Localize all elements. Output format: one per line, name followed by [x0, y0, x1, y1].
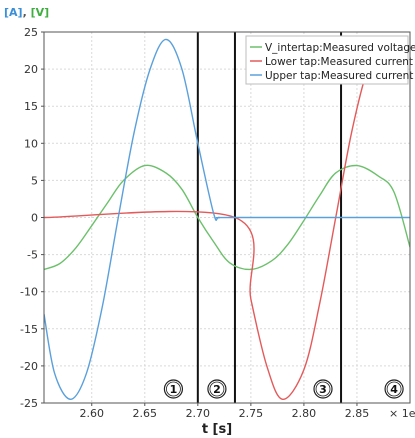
x-tick-label: 2.75 [239, 407, 264, 420]
y-unit-label: [A], [V] [4, 6, 49, 19]
region-marker-label: 1 [170, 383, 178, 396]
legend-entry: Lower tap:Measured current [265, 56, 413, 68]
region-marker-inner [386, 381, 402, 397]
plot-frame [43, 31, 411, 404]
y-tick-label: -5 [27, 249, 38, 262]
y-tick-label: -15 [20, 323, 38, 336]
x-tick-labels: 2.60 2.65 2.70 2.75 2.80 2.85 [79, 403, 369, 420]
y-tick-label: -10 [20, 286, 38, 299]
y-tick-label: 15 [24, 100, 38, 113]
region-marker-label: 2 [213, 383, 221, 396]
region-markers: 1 2 3 4 [163, 379, 404, 399]
series-line-3 [44, 38, 410, 400]
region-marker-inner [166, 381, 181, 397]
x-tick-label: 2.85 [345, 407, 370, 420]
y-tick-labels: 25 20 15 10 5 0 -5 -10 -15 -20 -25 [20, 26, 44, 410]
x-tick-label: 2.70 [186, 407, 211, 420]
y-tick-label: 25 [24, 26, 38, 39]
region-marker-outer [163, 379, 184, 399]
x-exponent-label: × 1e [389, 407, 415, 420]
region-marker-inner [315, 381, 331, 397]
region-marker-outer [313, 379, 333, 399]
legend-entry: V_intertap:Measured voltage [265, 42, 415, 54]
legend-entry: Upper tap:Measured current [265, 70, 413, 82]
series-lines [44, 35, 410, 400]
y-tick-label: -20 [20, 360, 38, 373]
y-unit-part: [A] [4, 6, 23, 19]
region-marker-inner [209, 381, 225, 397]
legend-box [245, 35, 409, 85]
region-marker-outer [384, 379, 404, 399]
x-tick-label: 2.80 [292, 407, 317, 420]
series-line-2 [44, 35, 385, 400]
legend: V_intertap:Measured voltage Lower tap:Mea… [245, 35, 415, 85]
y-tick-label: 10 [24, 137, 38, 150]
region-marker-outer [207, 379, 227, 399]
x-axis-title: t [s] [202, 422, 232, 437]
x-tick-label: 2.65 [133, 407, 158, 420]
y-tick-label: 20 [24, 63, 38, 76]
y-unit-part: [V] [31, 6, 50, 19]
y-tick-label: -25 [20, 397, 38, 410]
region-marker-label: 4 [390, 383, 398, 396]
x-tick-label: 2.60 [79, 407, 104, 420]
y-tick-label: 5 [31, 174, 38, 187]
y-tick-label: 0 [31, 212, 38, 225]
region-marker-label: 3 [319, 383, 327, 396]
y-unit-part: , [23, 6, 31, 19]
